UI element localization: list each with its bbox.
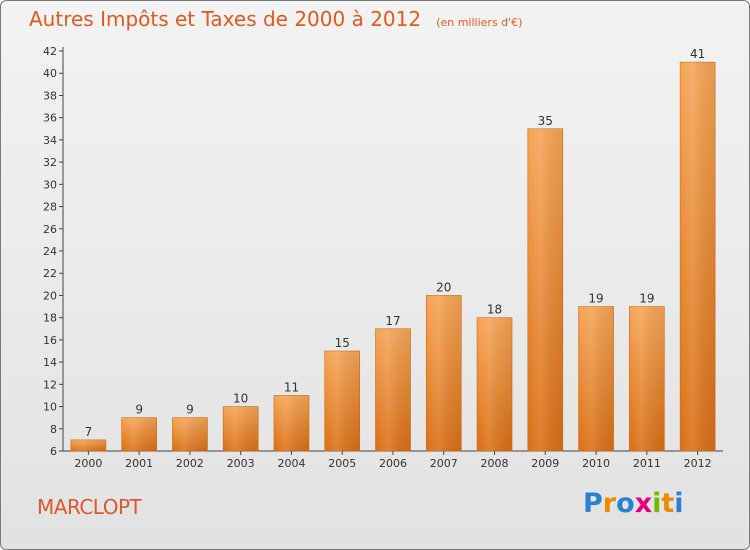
- bar-value-label-2012: 41: [690, 47, 705, 61]
- bar-value-label-2010: 19: [588, 292, 603, 306]
- bar-shine-2003: [223, 406, 259, 451]
- x-tick-label-2007: 2007: [430, 457, 458, 470]
- y-tick-label-14: 14: [43, 356, 57, 369]
- y-tick-label-36: 36: [43, 112, 57, 125]
- bar-shine-2011: [629, 306, 665, 451]
- bar-shine-2009: [527, 128, 563, 451]
- chart-title-block: Autres Impôts et Taxes de 2000 à 2012 (e…: [29, 7, 522, 37]
- proxiti-logo: Proxiti: [583, 488, 684, 519]
- logo-letter: x: [634, 488, 653, 519]
- logo-letter: o: [616, 488, 635, 519]
- bar-value-label-2005: 15: [335, 336, 350, 350]
- y-tick-label-28: 28: [43, 201, 57, 214]
- logo-letter: t: [661, 488, 675, 519]
- y-tick-label-24: 24: [43, 245, 57, 258]
- bar-value-label-2000: 7: [85, 425, 93, 439]
- bar-shine-2004: [273, 395, 309, 451]
- chart-subtitle: (en milliers d'€): [436, 16, 523, 29]
- bar-shine-2008: [477, 317, 513, 451]
- bar-value-label-2003: 10: [233, 392, 248, 406]
- x-tick-label-2008: 2008: [481, 457, 509, 470]
- y-tick-label-6: 6: [50, 445, 57, 458]
- y-tick-label-38: 38: [43, 89, 57, 102]
- bar-shine-2006: [375, 328, 411, 451]
- bar-value-label-2006: 17: [385, 314, 400, 328]
- logo-letter: r: [602, 488, 617, 519]
- logo-letter: i: [674, 488, 684, 519]
- location-name: MARCLOPT: [37, 495, 142, 519]
- x-tick-label-2012: 2012: [684, 457, 712, 470]
- x-tick-label-2010: 2010: [582, 457, 610, 470]
- x-tick-label-2006: 2006: [379, 457, 407, 470]
- bar-value-label-2009: 35: [538, 114, 553, 128]
- bar-value-label-2001: 9: [135, 403, 143, 417]
- x-tick-label-2002: 2002: [176, 457, 204, 470]
- x-tick-label-2005: 2005: [328, 457, 356, 470]
- logo-letter: i: [652, 488, 662, 519]
- bar-shine-2002: [172, 417, 208, 451]
- y-tick-label-22: 22: [43, 267, 57, 280]
- x-tick-label-2000: 2000: [74, 457, 102, 470]
- bar-value-label-2004: 11: [284, 380, 299, 394]
- bar-value-label-2008: 18: [487, 303, 502, 317]
- bar-shine-2012: [680, 62, 716, 451]
- y-tick-label-30: 30: [43, 178, 57, 191]
- x-tick-label-2011: 2011: [633, 457, 661, 470]
- x-tick-label-2003: 2003: [227, 457, 255, 470]
- y-tick-label-8: 8: [50, 423, 57, 436]
- bar-shine-2005: [324, 351, 360, 451]
- y-tick-label-42: 42: [43, 45, 57, 58]
- bar-shine-2000: [70, 439, 106, 451]
- bar-shine-2010: [578, 306, 614, 451]
- y-tick-label-26: 26: [43, 223, 57, 236]
- y-tick-label-34: 34: [43, 134, 57, 147]
- y-tick-label-20: 20: [43, 289, 57, 302]
- bar-shine-2001: [121, 417, 157, 451]
- y-tick-label-32: 32: [43, 156, 57, 169]
- bar-value-label-2007: 20: [436, 280, 451, 294]
- y-tick-label-10: 10: [43, 401, 57, 414]
- bar-shine-2007: [426, 295, 462, 451]
- x-tick-label-2009: 2009: [531, 457, 559, 470]
- y-tick-label-16: 16: [43, 334, 57, 347]
- y-tick-label-18: 18: [43, 312, 57, 325]
- chart-title: Autres Impôts et Taxes de 2000 à 2012: [29, 7, 422, 31]
- y-tick-label-40: 40: [43, 67, 57, 80]
- x-tick-label-2001: 2001: [125, 457, 153, 470]
- logo-letter: P: [583, 488, 603, 519]
- bar-value-label-2002: 9: [186, 403, 194, 417]
- bar-value-label-2011: 19: [639, 292, 654, 306]
- y-tick-label-12: 12: [43, 378, 57, 391]
- x-tick-label-2004: 2004: [277, 457, 305, 470]
